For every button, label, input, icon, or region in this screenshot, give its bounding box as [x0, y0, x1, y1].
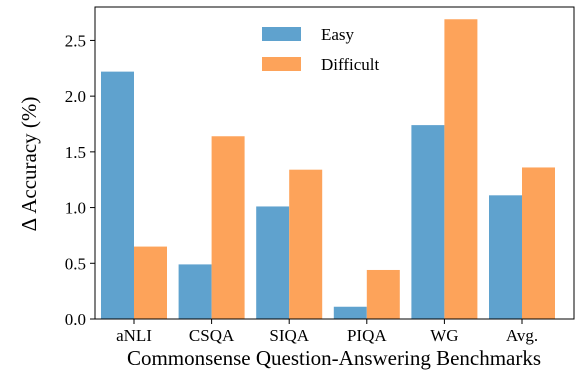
- bar-difficult-avg: [522, 167, 555, 319]
- y-tick-label: 2.5: [65, 31, 86, 50]
- y-axis: 0.0 0.5 1.0 1.5 2.0 2.5: [65, 31, 95, 329]
- bar-easy-piqa: [333, 306, 367, 319]
- bar-difficult-csqa: [211, 136, 245, 319]
- bars-group: [101, 19, 555, 320]
- y-tick-label: 1.0: [65, 199, 86, 218]
- x-tick-label: Avg.: [506, 326, 538, 345]
- y-tick-label: 2.0: [65, 87, 86, 106]
- y-axis-label: Δ Accuracy (%): [17, 97, 41, 232]
- bar-difficult-siqa: [289, 169, 323, 319]
- legend: Easy Difficult: [262, 25, 380, 74]
- legend-swatch-difficult: [262, 57, 301, 71]
- bar-easy-anli: [101, 71, 134, 319]
- legend-label-difficult: Difficult: [321, 55, 380, 74]
- bar-difficult-piqa: [366, 269, 400, 319]
- legend-label-easy: Easy: [321, 25, 355, 44]
- x-tick-label: SIQA: [269, 326, 309, 345]
- x-tick-label: CSQA: [189, 326, 235, 345]
- x-tick-label: WG: [430, 326, 458, 345]
- bar-easy-wg: [411, 125, 445, 319]
- bar-difficult-anli: [134, 246, 167, 319]
- y-tick-label: 1.5: [65, 143, 86, 162]
- x-tick-label: PIQA: [347, 326, 387, 345]
- bar-difficult-wg: [444, 19, 478, 320]
- bar-easy-csqa: [178, 264, 212, 319]
- y-tick-label: 0.5: [65, 254, 86, 273]
- x-axis-label: Commonsense Question-Answering Benchmark…: [127, 346, 541, 370]
- y-tick-label: 0.0: [65, 310, 86, 329]
- legend-swatch-easy: [262, 27, 301, 41]
- x-tick-label: aNLI: [116, 326, 152, 345]
- bar-easy-avg: [489, 195, 522, 319]
- plot-frame: [94, 6, 575, 320]
- x-axis: aNLI CSQA SIQA PIQA WG Avg.: [116, 319, 538, 345]
- bar-easy-siqa: [256, 206, 290, 319]
